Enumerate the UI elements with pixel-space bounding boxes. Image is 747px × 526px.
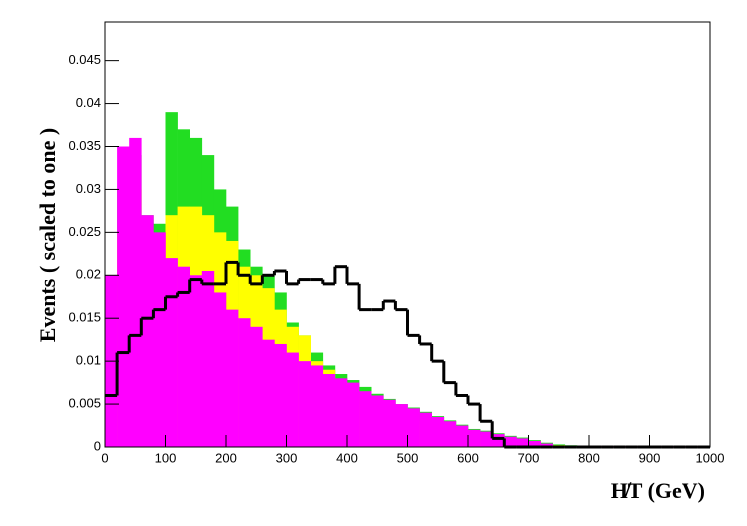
histogram-bar — [468, 429, 481, 447]
histogram-bar — [262, 339, 275, 447]
histogram-bar — [189, 275, 203, 447]
x-tick-label: 800 — [578, 450, 600, 465]
histogram-bar — [141, 215, 154, 447]
histogram-bar — [516, 438, 529, 447]
x-tick-label: 400 — [336, 450, 358, 465]
histogram-bar — [274, 343, 287, 447]
x-axis-label: H̸T (GeV) — [611, 478, 705, 503]
histogram-bar — [165, 258, 178, 447]
x-tick-label: 100 — [155, 450, 177, 465]
x-tick-label: 300 — [276, 450, 298, 465]
histogram-bar — [383, 399, 396, 447]
y-tick-label: 0.015 — [68, 310, 101, 325]
histogram-bar — [480, 431, 493, 447]
histogram-bar — [322, 374, 336, 447]
histogram-bar — [250, 326, 263, 447]
y-tick-label: 0 — [94, 438, 101, 453]
histogram-bar — [455, 425, 469, 447]
x-tick-label: 1000 — [696, 450, 725, 465]
x-tick-label: 700 — [518, 450, 540, 465]
histogram-bar — [226, 309, 239, 447]
histogram-bar — [334, 378, 348, 447]
y-tick-label: 0.03 — [76, 181, 101, 196]
y-tick-label: 0.035 — [68, 138, 101, 153]
histogram-bar — [431, 416, 445, 447]
x-tick-label: 500 — [397, 450, 419, 465]
x-tick-label: 200 — [215, 450, 237, 465]
y-tick-label: 0.025 — [68, 224, 101, 239]
histogram-bar — [153, 232, 166, 447]
histogram-bar — [298, 361, 311, 447]
histogram-bar — [286, 352, 299, 447]
histogram-bar — [238, 318, 251, 447]
histogram-bar — [117, 146, 130, 448]
histogram-bar — [492, 434, 505, 447]
y-tick-label: 0.01 — [76, 353, 101, 368]
x-tick-label: 0 — [101, 450, 108, 465]
histogram-bar — [504, 436, 517, 447]
histogram-bar — [407, 408, 420, 447]
y-tick-label: 0.04 — [76, 95, 101, 110]
histogram-bar — [371, 395, 384, 447]
y-axis-label: Events ( scaled to one ) — [35, 128, 60, 342]
histogram-bar — [443, 421, 457, 447]
histogram-bar — [129, 137, 142, 447]
histogram-bar — [540, 443, 553, 447]
histogram-bar — [528, 440, 541, 447]
x-tick-label: 600 — [457, 450, 479, 465]
y-tick-label: 0.045 — [68, 52, 101, 67]
histogram-bar — [347, 382, 360, 447]
y-tick-label: 0.005 — [68, 396, 101, 411]
histogram-bar — [177, 266, 190, 447]
histogram-bar — [213, 292, 227, 447]
histogram-bar — [395, 404, 408, 447]
histogram-bar — [359, 391, 372, 447]
y-tick-label: 0.02 — [76, 267, 101, 282]
histogram-bar — [201, 270, 215, 447]
histogram-bar — [419, 412, 432, 447]
histogram-bar — [310, 365, 324, 447]
x-tick-label: 900 — [639, 450, 661, 465]
